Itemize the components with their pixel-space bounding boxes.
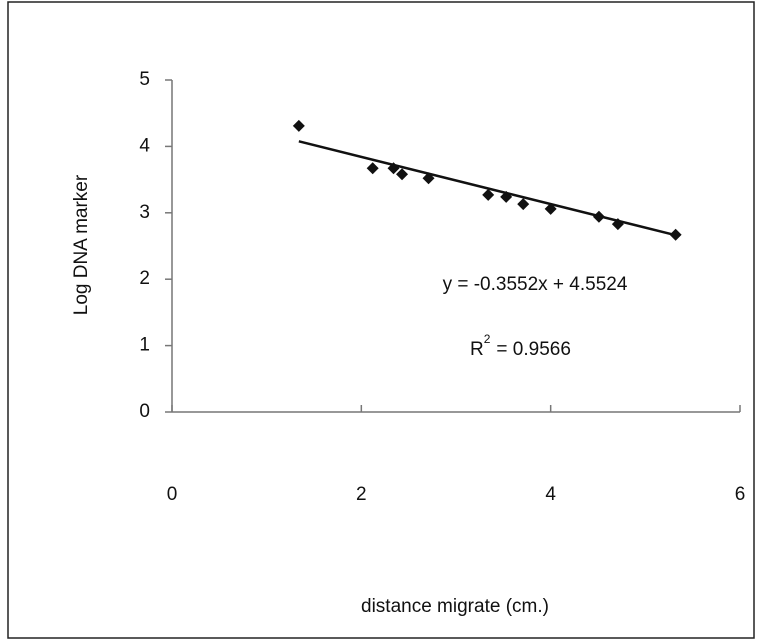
y-tick-label: 0	[139, 401, 150, 422]
y-tick-label: 1	[139, 335, 150, 356]
trendline-equation: y = -0.3552x + 4.5524	[443, 274, 628, 295]
y-tick-label: 5	[139, 69, 150, 90]
y-tick-label: 4	[139, 135, 150, 156]
x-tick-label: 6	[735, 484, 746, 505]
r-power: 2	[484, 332, 491, 346]
y-tick-label: 3	[139, 202, 150, 223]
chart: Log DNA marker distance migrate (cm.) y …	[0, 0, 762, 643]
x-tick-label: 4	[545, 484, 556, 505]
x-tick-label: 0	[167, 484, 178, 505]
y-axis-label: Log DNA marker	[71, 174, 92, 315]
r-symbol: R	[470, 339, 484, 360]
chart-frame	[8, 2, 754, 638]
x-axis-label: distance migrate (cm.)	[361, 596, 549, 617]
r-value: = 0.9566	[496, 339, 571, 360]
y-tick-label: 2	[139, 268, 150, 289]
x-tick-label: 2	[356, 484, 367, 505]
